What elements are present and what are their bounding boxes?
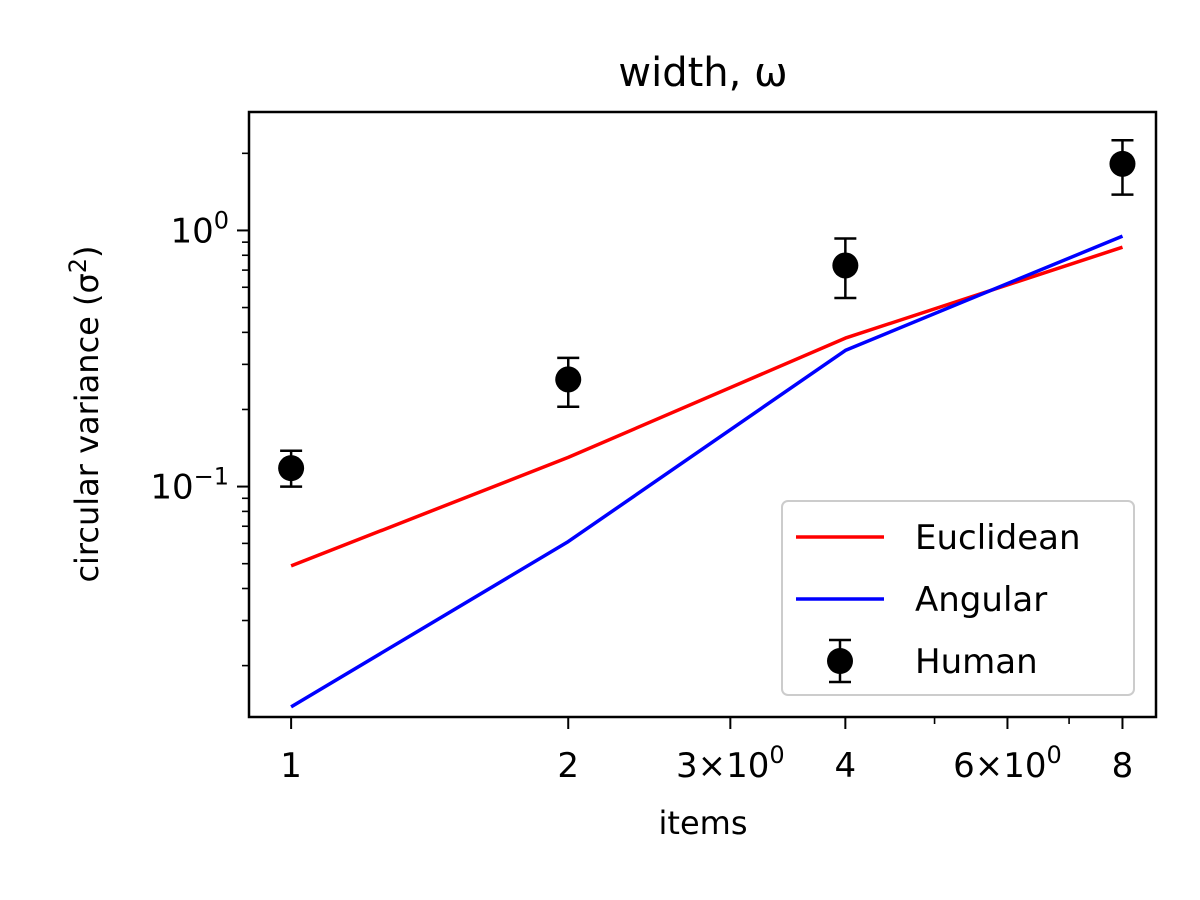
legend-marker <box>827 648 853 674</box>
y-tick-label: 10−1 <box>150 463 229 508</box>
y-tick-label: 100 <box>170 206 229 251</box>
y-axis-label: circular variance (σ2) <box>64 245 106 582</box>
legend-label: Angular <box>915 580 1047 620</box>
marker <box>832 252 859 279</box>
chart-title: width, ω <box>618 50 787 96</box>
legend: Euclidean Angular Human <box>781 500 1135 696</box>
data-point-human <box>832 237 859 300</box>
x-tick-label: 6×100 <box>953 741 1062 786</box>
marker <box>555 366 582 393</box>
x-tick-label: 3×100 <box>676 741 785 786</box>
legend-label: Human <box>915 642 1038 682</box>
marker <box>278 455 305 482</box>
legend-label: Euclidean <box>915 518 1081 558</box>
data-point-human <box>278 449 305 488</box>
series-line-angular <box>290 234 1124 709</box>
x-tick-label: 4 <box>835 746 857 786</box>
data-point-human <box>1109 138 1136 196</box>
data-point-human <box>555 356 582 408</box>
legend-box <box>781 500 1135 696</box>
x-tick-label: 8 <box>1112 746 1134 786</box>
marker <box>1109 150 1136 177</box>
x-axis-label: items <box>659 804 748 842</box>
legend-item-angular: Angular <box>796 580 1047 620</box>
plot-frame <box>247 110 1158 719</box>
x-tick-label: 2 <box>557 746 579 786</box>
legend-item-human: Human <box>827 638 1038 684</box>
legend-item-euclidean: Euclidean <box>796 518 1081 558</box>
x-tick-label: 1 <box>280 746 302 786</box>
